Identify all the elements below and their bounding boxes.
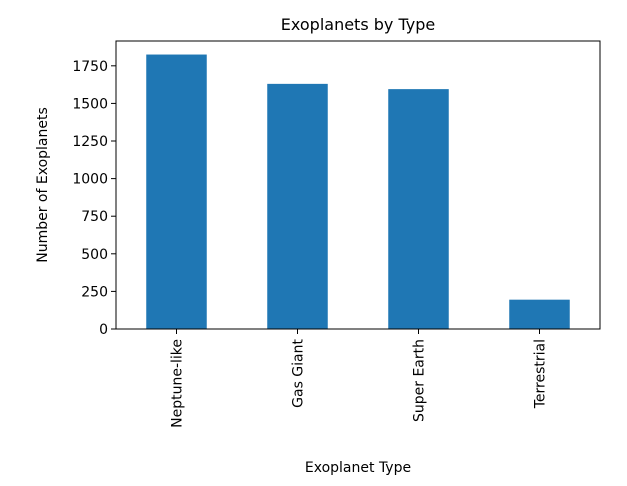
x-tick-label: Terrestrial — [533, 339, 549, 409]
y-axis: 0 250 500 750 1000 1250 1500 1750 — [72, 59, 116, 338]
y-tick-label: 500 — [81, 247, 108, 263]
bar-super-earth — [388, 89, 449, 329]
x-axis-label: Exoplanet Type — [305, 460, 411, 476]
y-tick-label: 1000 — [72, 172, 108, 188]
y-tick-label: 1250 — [72, 134, 108, 150]
y-tick-label: 750 — [81, 209, 108, 225]
y-tick-label: 250 — [81, 284, 108, 300]
y-axis-label: Number of Exoplanets — [35, 107, 51, 263]
bar-terrestrial — [509, 299, 570, 329]
plot-frame — [115, 40, 601, 330]
x-tick-label: Gas Giant — [291, 338, 307, 407]
bar-neptune-like — [146, 54, 207, 329]
x-tick-label: Neptune-like — [170, 339, 186, 428]
bars-group — [146, 54, 570, 329]
bar-gas-giant — [267, 83, 328, 329]
x-tick-label: Super Earth — [412, 339, 428, 422]
y-tick-label: 1750 — [72, 59, 108, 75]
y-tick-label: 1500 — [72, 96, 108, 112]
x-axis: Neptune-like Gas Giant Super Earth Terrestr… — [170, 329, 549, 428]
chart-title: Exoplanets by Type — [281, 15, 435, 34]
y-tick-label: 0 — [99, 322, 108, 338]
